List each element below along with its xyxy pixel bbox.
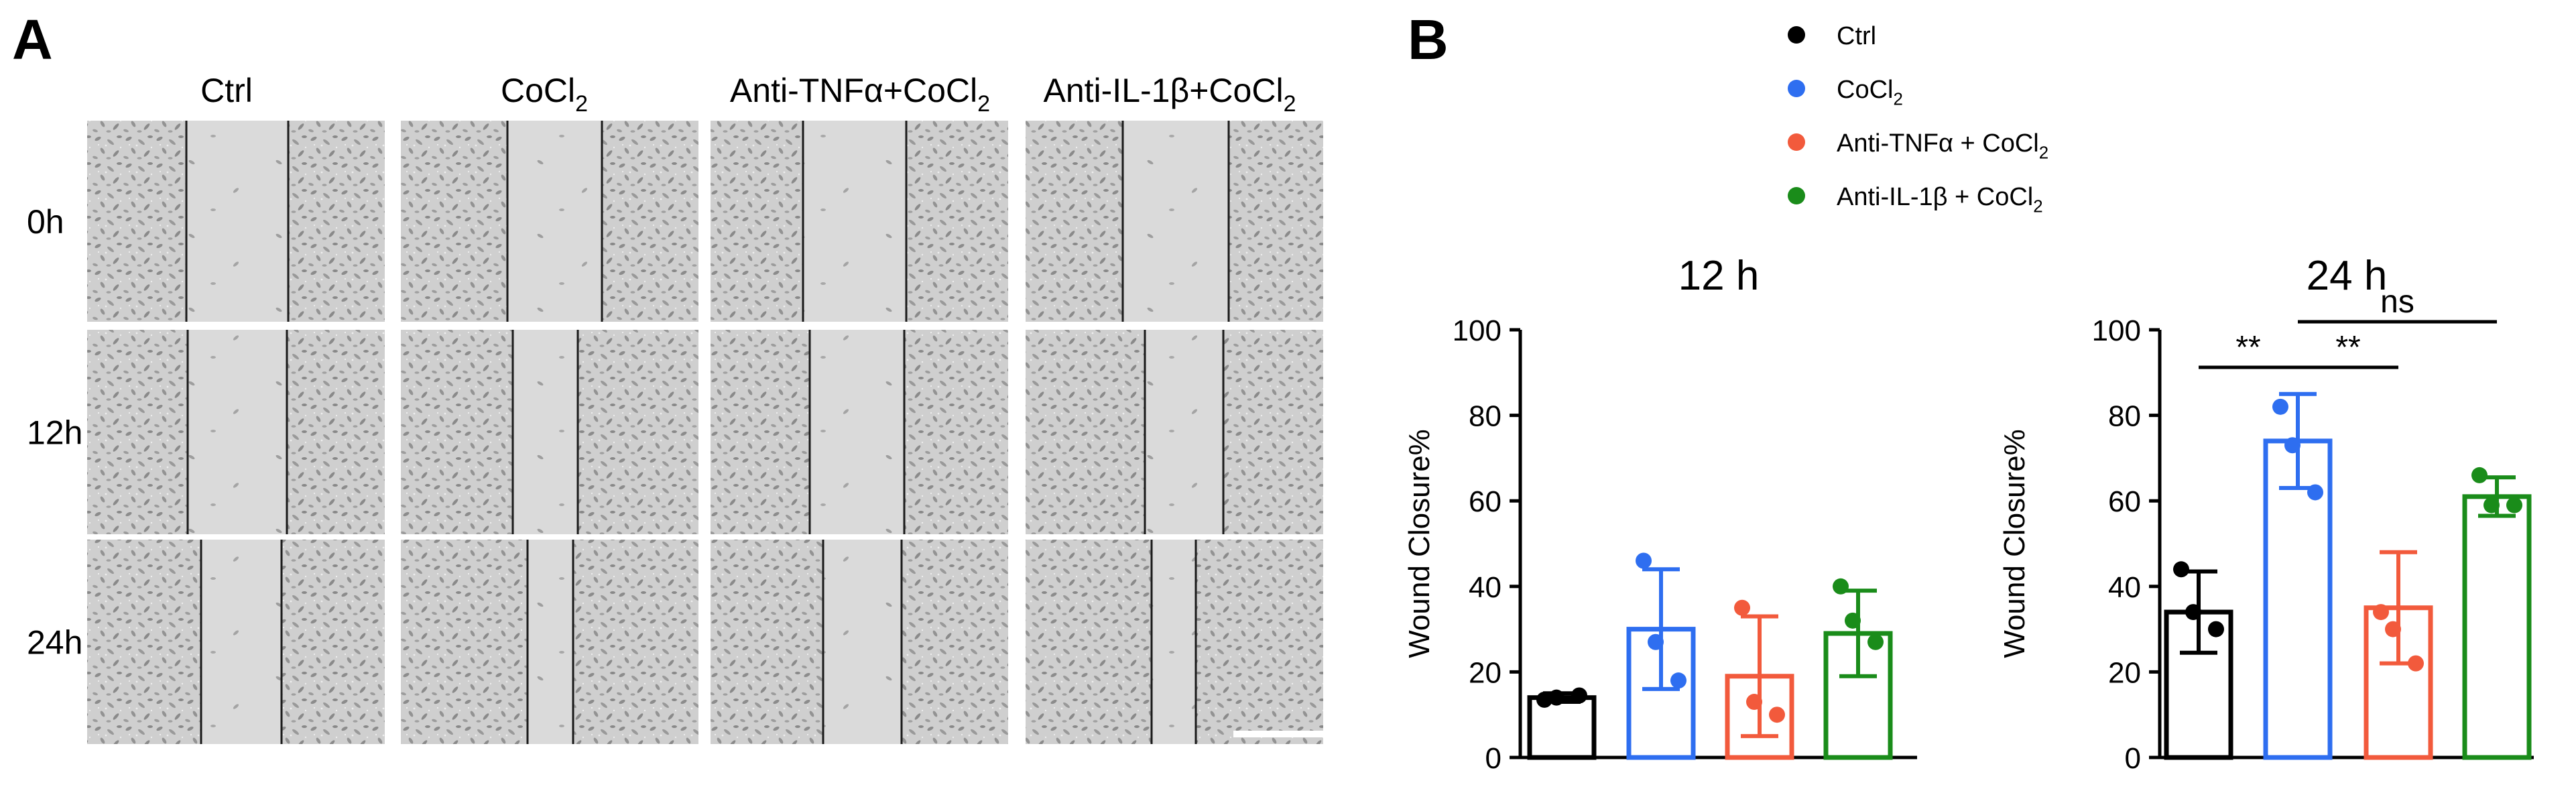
legend-marker xyxy=(1788,187,1805,204)
column-label: CoCl2 xyxy=(501,72,588,117)
wound-gap xyxy=(1152,540,1196,744)
legend-marker xyxy=(1788,80,1805,97)
wound-gap xyxy=(201,540,282,744)
data-point xyxy=(2173,561,2189,578)
data-point xyxy=(1648,633,1664,650)
legend-marker xyxy=(1788,26,1805,44)
data-point xyxy=(1746,694,1762,711)
wound-gap xyxy=(513,330,578,534)
data-point xyxy=(2307,484,2323,501)
wound-gap xyxy=(803,121,906,322)
data-point xyxy=(1636,552,1652,569)
wound-gap xyxy=(810,330,904,534)
y-tick-label: 40 xyxy=(2108,571,2141,604)
bar-chart-12h: 12 h Wound Closure% 0 20 40 60 80 100 xyxy=(1403,253,1917,775)
y-axis-label: Wound Closure% xyxy=(1403,429,1436,658)
data-point xyxy=(1548,689,1565,706)
chart-title: 12 h xyxy=(1678,253,1760,299)
column-label-subscript: 2 xyxy=(977,91,990,117)
data-point xyxy=(2506,497,2522,513)
y-tick-label: 100 xyxy=(2092,314,2141,347)
wound-gap xyxy=(1123,121,1229,322)
wound-gap xyxy=(823,540,902,744)
micrograph-grid: Ctrl CoCl2 Anti-TNFα+CoCl2 Anti-IL-1β+CoCl2… xyxy=(27,72,1324,744)
column-label: Anti-IL-1β+CoCl2 xyxy=(1044,72,1296,117)
legend-marker xyxy=(1788,133,1805,151)
y-axis-label: Wound Closure% xyxy=(1998,429,2031,658)
legend-entry-subscript: 2 xyxy=(2039,144,2048,163)
column-label-text: Ctrl xyxy=(200,72,253,109)
legend-entry-text: Anti-TNFα + CoCl xyxy=(1837,129,2039,158)
wound-gap xyxy=(528,540,573,744)
panel-a-label: A xyxy=(12,8,53,71)
column-label: Ctrl xyxy=(200,72,253,109)
legend-entry-subscript: 2 xyxy=(2033,198,2042,217)
data-point xyxy=(1845,612,1861,629)
data-point xyxy=(2373,604,2389,621)
legend-entry: CoCl2 xyxy=(1837,76,1903,109)
column-label-text: CoCl xyxy=(501,72,575,109)
legend-entry-text: Ctrl xyxy=(1837,22,1876,50)
y-tick-label: 60 xyxy=(2108,485,2141,518)
data-point xyxy=(1571,687,1587,704)
data-point xyxy=(2185,604,2201,621)
y-tick-label: 80 xyxy=(1469,400,1501,433)
wound-gap xyxy=(1145,330,1223,534)
wound-gap xyxy=(507,121,602,322)
column-label-subscript: 2 xyxy=(1284,91,1296,117)
data-point xyxy=(1670,672,1686,689)
significance-label: ** xyxy=(2335,330,2360,365)
data-point xyxy=(1734,599,1750,616)
row-label: 0h xyxy=(27,203,64,241)
data-point xyxy=(1833,578,1849,595)
bar xyxy=(1527,695,1597,760)
scale-bar xyxy=(1233,731,1324,737)
data-point xyxy=(2272,398,2288,415)
bar xyxy=(2462,494,2532,760)
bar-chart-24h: 24 h Wound Closure% 0 20 40 60 80 100 ** ** ns xyxy=(1998,253,2534,775)
legend-entry: Ctrl xyxy=(1837,22,1876,50)
row-label: 24h xyxy=(27,624,82,662)
y-tick-label: 60 xyxy=(1469,485,1501,518)
y-tick-label: 20 xyxy=(2108,656,2141,689)
data-point xyxy=(2284,437,2301,454)
data-point xyxy=(1867,633,1884,650)
data-point xyxy=(2385,621,2401,637)
y-tick-label: 20 xyxy=(1469,656,1501,689)
data-point xyxy=(1769,707,1785,723)
column-label-text: Anti-TNFα+CoCl xyxy=(730,72,977,109)
legend-entry-text: Anti-IL-1β + CoCl xyxy=(1837,183,2033,211)
wound-gap xyxy=(188,330,287,534)
y-tick-label: 40 xyxy=(1469,571,1501,604)
panel-b-label: B xyxy=(1408,8,1449,71)
y-tick-label: 100 xyxy=(1453,314,1501,347)
legend-entry-subscript: 2 xyxy=(1893,90,1902,109)
chart-title: 24 h xyxy=(2307,253,2388,299)
significance-label: ** xyxy=(2235,330,2260,365)
column-label: Anti-TNFα+CoCl2 xyxy=(730,72,990,117)
wound-gap xyxy=(186,121,288,322)
data-point xyxy=(1536,691,1552,708)
significance-label: ns xyxy=(2380,284,2414,320)
legend-entry: Anti-TNFα + CoCl2 xyxy=(1837,129,2048,163)
row-label: 12h xyxy=(27,414,82,452)
legend-entry-text: CoCl xyxy=(1837,76,1893,104)
y-tick-label: 0 xyxy=(2125,742,2141,775)
data-point xyxy=(2208,621,2224,637)
y-tick-label: 80 xyxy=(2108,400,2141,433)
y-tick-label: 0 xyxy=(1485,742,1501,775)
data-point xyxy=(2483,497,2500,513)
data-point xyxy=(2471,467,2488,483)
column-label-text: Anti-IL-1β+CoCl xyxy=(1044,72,1284,109)
legend-entry: Anti-IL-1β + CoCl2 xyxy=(1837,183,2043,217)
data-point xyxy=(2408,655,2424,672)
column-label-subscript: 2 xyxy=(575,91,588,117)
